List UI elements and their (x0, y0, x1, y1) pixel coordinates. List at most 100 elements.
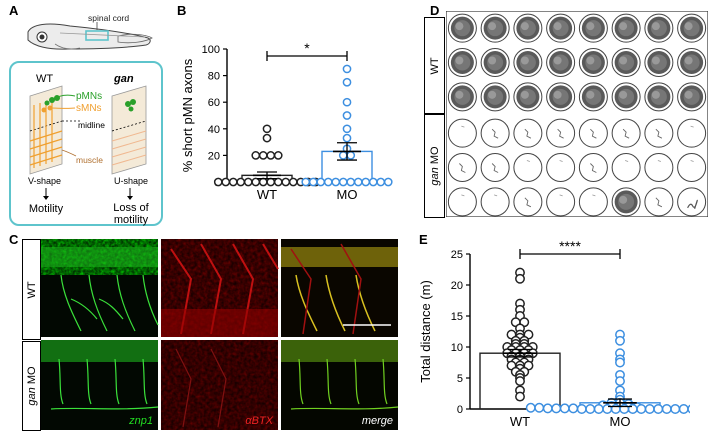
well-track-none (592, 194, 596, 197)
b-point-wt (262, 133, 272, 143)
panel-a-schematic: spinal cord WT gan pMNs sMNs midline mus… (9, 13, 163, 226)
u-shape-label: U-shape (114, 176, 148, 186)
well-track-highlight (684, 90, 693, 99)
well-track-small (590, 128, 597, 139)
b-point-mo (342, 111, 352, 120)
zebrafish-larva-drawing (27, 23, 153, 50)
well (546, 82, 576, 112)
b-point-mo (346, 151, 356, 160)
well-outline (480, 187, 510, 217)
well (480, 153, 510, 182)
motility-label: Motility (29, 203, 64, 215)
well (611, 48, 641, 77)
e-point-mo (615, 376, 625, 387)
v-shape-label: V-shape (28, 176, 61, 186)
well-track-small (491, 128, 499, 139)
well-outline (546, 153, 576, 182)
e-y-tick-label: 20 (451, 280, 463, 292)
b-point-mo (338, 177, 348, 187)
e-y-axis-title: Total distance (m) (418, 280, 433, 383)
b-point-mo (342, 64, 352, 74)
well (644, 153, 674, 182)
c-row-label-gan-mo: gan MO (26, 366, 38, 405)
b-point-wt (228, 177, 238, 187)
well-track-highlight (684, 22, 693, 31)
well (513, 13, 543, 43)
well-outline (513, 153, 543, 182)
well-track-highlight (586, 56, 595, 65)
well (677, 118, 707, 148)
well (513, 153, 543, 182)
b-x-tick-label-mo: MO (337, 187, 358, 202)
well (677, 13, 707, 43)
well (447, 48, 477, 77)
well-track-none (493, 194, 498, 197)
well (578, 48, 608, 77)
e-x-tick-label-wt: WT (510, 414, 530, 429)
b-point-wt (266, 151, 276, 160)
well (611, 187, 641, 217)
well-track-highlight (520, 90, 529, 99)
well-outline (677, 153, 707, 182)
micrograph-mo-merge (281, 340, 398, 430)
panel-label-d: D (430, 3, 440, 18)
b-point-wt (273, 177, 283, 187)
b-y-tick-label: 100 (202, 44, 220, 56)
e-point-mo (644, 404, 655, 414)
well-track-highlight (553, 22, 562, 31)
b-point-mo (316, 177, 326, 187)
b-point-wt (221, 177, 231, 187)
b-point-wt (266, 177, 276, 187)
chart-e: 0 5 10 15 20 25 Total distance (m) WT MO **** (418, 238, 690, 429)
well (578, 82, 608, 112)
well-track-none (461, 125, 465, 128)
e-point-mo (593, 404, 604, 414)
e-point-mo (568, 403, 579, 414)
b-point-wt (213, 177, 223, 187)
well (546, 118, 576, 148)
well-outline (677, 118, 707, 148)
b-point-mo (361, 177, 371, 187)
well (480, 48, 510, 77)
b-significance-label: * (304, 40, 310, 56)
gan-segment-drawing (111, 85, 147, 175)
well (447, 118, 477, 148)
b-point-wt (243, 177, 253, 187)
well (546, 13, 576, 43)
b-point-mo (342, 77, 352, 87)
wt-segment-drawing (29, 85, 80, 175)
micrograph-mo-znp1 (41, 340, 159, 430)
well-track-small (459, 163, 466, 173)
e-y-tick-label: 10 (451, 342, 463, 354)
pmns-label: pMNs (76, 91, 102, 102)
b-point-mo (308, 177, 318, 187)
b-point-wt (281, 177, 291, 187)
well-track-none (559, 160, 563, 162)
b-point-mo (383, 177, 393, 187)
well-track-highlight (455, 56, 464, 65)
well (513, 82, 543, 112)
e-point-mo (636, 404, 647, 414)
well-track-highlight (619, 90, 628, 99)
well-track-none (526, 160, 531, 162)
well-outline (546, 187, 576, 217)
well-track-highlight (455, 22, 464, 31)
d-row-label-wt: WT (428, 56, 441, 75)
well-track-none (657, 160, 662, 162)
well-track-highlight (520, 56, 529, 65)
e-point-mo (551, 403, 562, 414)
znp1-label: znp1 (128, 415, 153, 427)
b-point-wt (251, 177, 261, 187)
b-point-wt (273, 151, 283, 160)
b-y-tick-label: 80 (208, 71, 220, 83)
well (447, 153, 477, 182)
well (644, 118, 674, 148)
b-point-mo (342, 97, 352, 107)
b-point-mo (342, 124, 352, 134)
well (677, 82, 707, 112)
well-track-small (491, 163, 499, 173)
well-track-small (622, 128, 630, 139)
panel-label-c: C (9, 232, 19, 247)
well-track-medium (687, 199, 698, 210)
